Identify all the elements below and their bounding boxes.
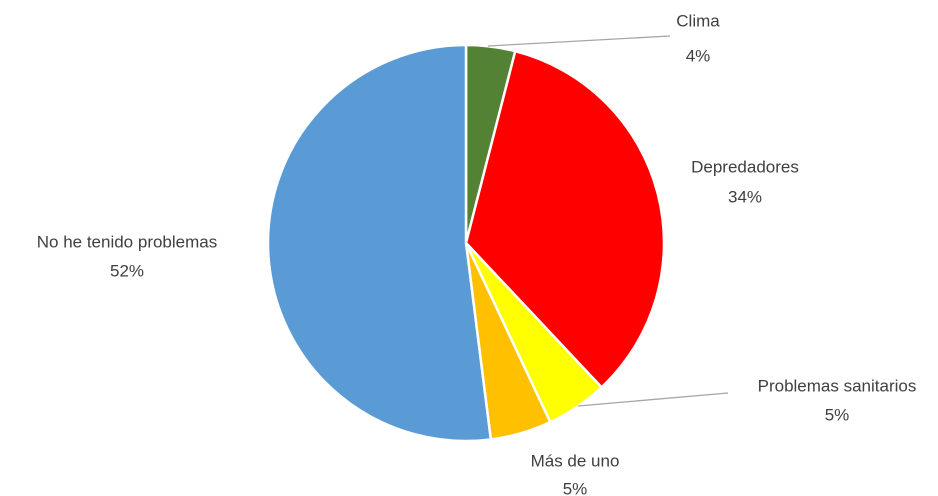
leader-line <box>577 392 729 407</box>
leader-line <box>487 35 671 47</box>
pie-slice <box>266 43 493 443</box>
slice-value-label: 5% <box>563 479 588 496</box>
slice-value-label: 34% <box>728 187 762 206</box>
slice-value-label: 4% <box>686 46 711 65</box>
slice-value-label: 52% <box>110 261 144 280</box>
slice-label: Clima <box>676 11 720 30</box>
slice-label: Depredadores <box>691 157 799 176</box>
slice-value-label: 5% <box>825 405 850 424</box>
slice-label: Más de uno <box>531 451 620 470</box>
slice-label: Problemas sanitarios <box>758 376 917 395</box>
pie-slice <box>464 49 666 390</box>
slice-label: No he tenido problemas <box>37 232 218 251</box>
